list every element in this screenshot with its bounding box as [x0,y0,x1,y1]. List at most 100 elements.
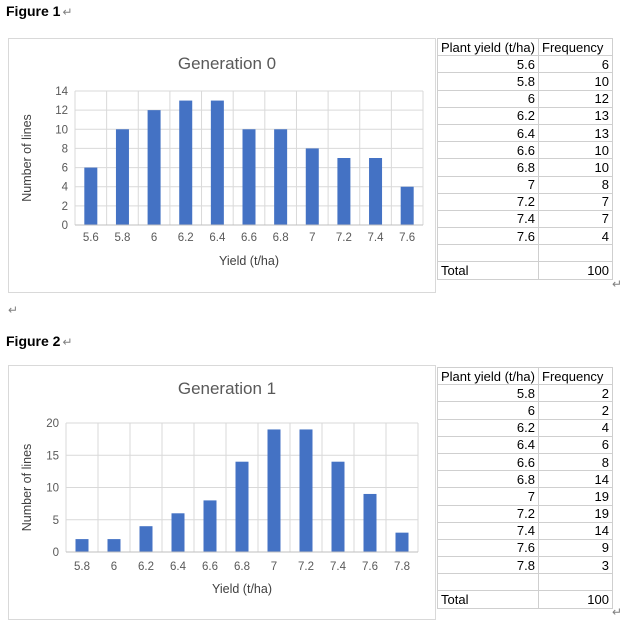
table-data-cell[interactable]: 4 [538,418,613,437]
table-data-row: 6.2 13 [437,106,613,125]
table-data-cell[interactable]: 12 [538,89,613,108]
bar-5.6[interactable] [84,167,98,225]
table-data-cell[interactable]: 6.6 [437,141,539,160]
bar-7.4[interactable] [369,158,383,225]
x-tick-label: 7.4 [368,232,385,244]
chart-title: Generation 1 [178,379,276,398]
bar-7[interactable] [305,148,319,225]
table-data-cell[interactable]: 7.2 [437,504,539,523]
table-data-cell[interactable]: 13 [538,123,613,143]
table-data-cell[interactable]: 10 [538,141,613,160]
bar-6.6[interactable] [242,129,256,225]
table-total-cell[interactable]: 100 [538,590,613,609]
table-data-row: 7 19 [437,487,613,506]
bar-6[interactable] [107,539,121,552]
bar-7.6[interactable] [400,186,414,225]
table-data-cell[interactable]: 3 [538,556,613,575]
table-total-cell[interactable]: Total [437,590,539,609]
table-data-cell[interactable]: 6.2 [437,106,539,125]
table-total-cell[interactable]: 100 [538,261,613,280]
table-data-cell[interactable]: 6.4 [437,123,539,143]
bar-5.8[interactable] [115,129,129,225]
table-blank-cell[interactable] [538,573,613,592]
table-data-row: 7.2 19 [437,504,613,523]
table-header-cell[interactable]: Frequency [538,37,613,57]
table-data-cell[interactable]: 9 [538,538,613,558]
x-tick-label: 7.8 [394,561,410,573]
bar-7.4[interactable] [331,461,345,552]
table-data-cell[interactable]: 10 [538,72,613,91]
bar-6[interactable] [147,110,161,225]
table-header-row: Plant yield (t/ha) Frequency [437,366,613,386]
bar-7.2[interactable] [299,429,313,552]
table-data-cell[interactable]: 7.8 [437,556,539,575]
table-data-cell[interactable]: 7.4 [437,209,539,229]
table-data-cell[interactable]: 8 [538,175,613,194]
table-data-cell[interactable]: 7.2 [437,192,539,211]
table-data-cell[interactable]: 7.4 [437,521,539,540]
table-data-cell[interactable]: 6 [538,435,613,454]
table-data-cell[interactable]: 6 [538,55,613,74]
table-header-cell[interactable]: Plant yield (t/ha) [437,366,539,386]
table-data-row: 5.8 2 [437,384,613,403]
table-data-cell[interactable]: 19 [538,487,613,506]
table-data-cell[interactable]: 14 [538,470,613,489]
frequency-table-generation-1[interactable]: Plant yield (t/ha) Frequency 5.8 2 6 2 6.2 4 6.4… [437,366,613,609]
bar-7.2[interactable] [337,158,351,225]
table-data-cell[interactable]: 7 [437,487,539,506]
table-data-cell[interactable]: 8 [538,452,613,472]
frequency-table-generation-0[interactable]: Plant yield (t/ha) Frequency 5.6 6 5.8 10 6 12 6… [437,37,613,280]
table-data-cell[interactable]: 6.6 [437,452,539,472]
table-data-cell[interactable]: 7 [538,192,613,211]
y-tick-label: 0 [62,220,68,232]
table-data-cell[interactable]: 5.8 [437,384,539,403]
table-data-cell[interactable]: 6.2 [437,418,539,437]
table-data-cell[interactable]: 2 [538,384,613,403]
table-data-cell[interactable]: 6.8 [437,158,539,177]
table-header-cell[interactable]: Plant yield (t/ha) [437,37,539,57]
table-blank-cell[interactable] [538,244,613,263]
table-data-cell[interactable]: 7 [538,209,613,229]
bar-7.6[interactable] [363,493,377,552]
table-total-cell[interactable]: Total [437,261,539,280]
generation-1-bar-chart[interactable]: 0 5 10 15 20 5.8 6 6.2 6.4 6.6 6.8 7 7.2 7.4 7.6 7.8 Gen… [9,366,435,619]
table-total-row: Total 100 [437,590,613,609]
bar-6.8[interactable] [235,461,249,552]
table-data-cell[interactable]: 7.6 [437,227,539,246]
table-blank-cell[interactable] [437,244,539,263]
table-data-cell[interactable]: 14 [538,521,613,540]
bar-7[interactable] [267,429,281,552]
table-data-cell[interactable]: 7.6 [437,538,539,558]
chart-generation-0[interactable]: 0 2 4 6 8 10 12 14 5.6 5.8 6 6.2 6.4 6.6 6.8 7 7.2 7.4 7.6… [8,38,436,293]
table-data-cell[interactable]: 19 [538,504,613,523]
table-data-row: 7.6 4 [437,227,613,246]
table-data-cell[interactable]: 13 [538,106,613,125]
bar-7.8[interactable] [395,532,409,552]
table-data-row: 6.6 10 [437,141,613,160]
table-data-row: 6.4 6 [437,435,613,454]
table-blank-cell[interactable] [437,573,539,592]
table-data-cell[interactable]: 6 [437,89,539,108]
bar-5.8[interactable] [75,539,89,552]
chart-generation-1[interactable]: 0 5 10 15 20 5.8 6 6.2 6.4 6.6 6.8 7 7.2 7.4 7.6 7.8 Gen… [8,365,436,620]
table-data-cell[interactable]: 2 [538,401,613,420]
y-tick-label: 0 [53,547,59,559]
table-total-row: Total 100 [437,261,613,280]
table-data-cell[interactable]: 6.4 [437,435,539,454]
bar-6.8[interactable] [274,129,288,225]
bar-6.6[interactable] [203,500,217,552]
table-data-cell[interactable]: 4 [538,227,613,246]
table-data-row: 6.4 13 [437,123,613,143]
generation-0-bar-chart[interactable]: 0 2 4 6 8 10 12 14 5.6 5.8 6 6.2 6.4 6.6 6.8 7 7.2 7.4 7.6… [9,39,435,292]
bar-6.4[interactable] [171,513,185,552]
table-data-cell[interactable]: 5.6 [437,55,539,74]
table-data-cell[interactable]: 6.8 [437,470,539,489]
table-data-cell[interactable]: 5.8 [437,72,539,91]
bar-6.2[interactable] [139,526,153,552]
bar-6.4[interactable] [210,100,224,225]
table-data-cell[interactable]: 6 [437,401,539,420]
bar-6.2[interactable] [179,100,193,225]
table-data-cell[interactable]: 10 [538,158,613,177]
table-data-cell[interactable]: 7 [437,175,539,194]
table-header-cell[interactable]: Frequency [538,366,613,386]
